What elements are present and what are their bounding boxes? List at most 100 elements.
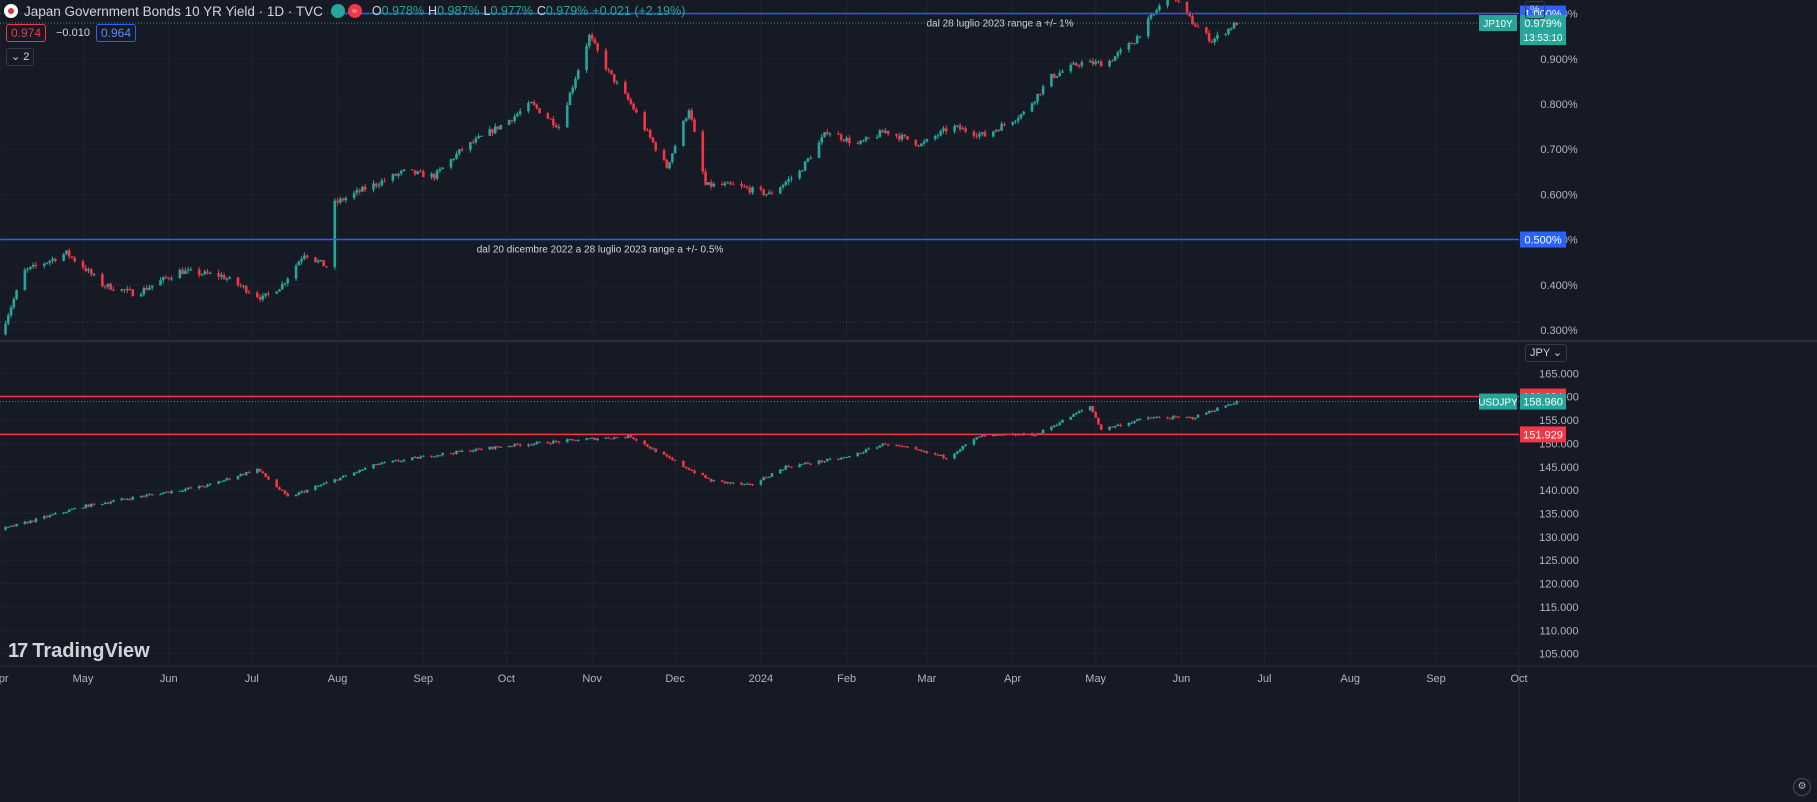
candle-body — [1003, 123, 1006, 125]
candle-body — [452, 158, 456, 160]
candle-body — [878, 130, 882, 138]
y-tick-label: 165.000 — [1539, 368, 1579, 380]
bar-countdown: 13:53:10 — [1524, 33, 1563, 44]
candle-body — [363, 468, 367, 470]
candle-body — [383, 462, 386, 464]
candle-body — [972, 439, 976, 445]
candle-body — [189, 269, 193, 271]
candle-body — [513, 116, 516, 121]
candle-body — [45, 262, 49, 264]
candle-body — [142, 496, 146, 498]
candle-body — [748, 187, 752, 193]
bid-price[interactable]: 0.974 — [6, 24, 47, 42]
ask-price[interactable]: 0.964 — [96, 24, 137, 42]
candle-body — [280, 284, 284, 290]
candle-body — [26, 268, 29, 270]
candle-body — [101, 504, 104, 506]
candle-body — [12, 299, 16, 308]
candle-body — [546, 441, 550, 444]
candle-body — [496, 126, 500, 130]
candle-body — [1185, 416, 1189, 418]
candle-body — [1108, 60, 1111, 67]
y-tick-label: 115.000 — [1540, 602, 1579, 614]
candle-body — [643, 440, 646, 445]
candle-body — [762, 477, 765, 481]
candle-body — [496, 446, 500, 448]
candle-body — [704, 171, 707, 185]
gear-icon[interactable]: ⚙ — [1793, 778, 1811, 796]
candle-body — [247, 292, 251, 294]
candle-body — [1088, 406, 1092, 411]
candle-body — [488, 129, 492, 136]
candle-body — [668, 456, 671, 458]
market-status-icon[interactable] — [330, 4, 345, 18]
candle-body — [861, 140, 865, 142]
candle-body — [1133, 421, 1136, 423]
y-tick-label: 120.000 — [1539, 579, 1579, 591]
candle-body — [131, 496, 135, 500]
symbol-title[interactable]: Japan Government Bonds 10 YR Yield · 1D … — [24, 3, 323, 19]
candle-body — [1110, 60, 1114, 62]
candle-body — [29, 266, 32, 269]
candle-body — [632, 437, 635, 439]
candle-body — [742, 483, 746, 485]
candle-body — [397, 460, 400, 462]
tradingview-logo[interactable]: 17 TradingView — [8, 640, 150, 663]
candle-body — [319, 484, 323, 486]
candle-body — [668, 162, 671, 169]
candle-body — [161, 277, 165, 281]
candle-body — [460, 450, 464, 452]
candle-body — [112, 500, 115, 502]
candle-body — [352, 192, 356, 199]
candle-body — [361, 186, 364, 192]
tradingview-mark-icon: 17 — [8, 640, 28, 662]
candle-body — [1166, 0, 1169, 6]
candle-body — [1058, 72, 1062, 77]
candle-body — [303, 255, 306, 259]
candle-body — [875, 447, 879, 449]
candle-body — [380, 180, 384, 186]
lower-unit-button[interactable]: JPY ⌄ — [1525, 344, 1567, 362]
candle-body — [236, 277, 240, 286]
candle-body — [790, 178, 793, 180]
collapse-indicators-button[interactable]: ⌄ 2 — [6, 48, 35, 66]
candle-body — [723, 183, 727, 186]
candle-body — [391, 174, 395, 181]
upper-unit-button[interactable]: % — [1525, 1, 1545, 19]
candle-body — [419, 456, 422, 459]
candle-body — [316, 485, 320, 487]
candle-body — [861, 452, 865, 454]
japan-flag-icon — [4, 4, 18, 18]
candle-body — [925, 451, 929, 453]
candle-body — [300, 491, 303, 493]
candle-body — [1116, 52, 1120, 57]
delayed-data-icon[interactable]: ≈ — [347, 4, 362, 18]
candle-body — [518, 444, 522, 446]
candle-body — [261, 295, 265, 300]
x-tick-label: Aug — [328, 673, 348, 685]
candle-body — [123, 289, 126, 291]
candle-body — [499, 446, 503, 448]
candle-body — [712, 480, 716, 482]
candle-body — [1152, 417, 1156, 419]
candle-body — [742, 186, 746, 188]
candle-body — [687, 110, 691, 119]
candle-body — [145, 494, 148, 497]
candle-body — [106, 502, 110, 504]
candle-body — [817, 142, 821, 158]
candle-body — [1011, 121, 1014, 125]
candle-body — [762, 189, 765, 195]
candle-body — [944, 458, 948, 460]
candle-body — [825, 459, 829, 462]
candle-body — [961, 445, 965, 450]
candle-body — [1155, 10, 1158, 14]
candle-body — [441, 453, 444, 456]
candle-body — [319, 260, 323, 262]
candle-body — [1188, 12, 1192, 17]
candle-body — [228, 277, 231, 279]
candle-body — [607, 437, 611, 439]
candle-body — [532, 101, 536, 105]
candle-body — [881, 443, 884, 446]
candle-body — [477, 136, 480, 139]
